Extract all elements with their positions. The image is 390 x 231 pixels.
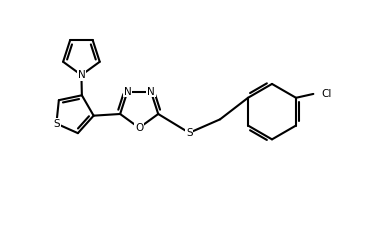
Text: S: S xyxy=(186,128,193,138)
Text: Cl: Cl xyxy=(322,89,332,99)
Text: N: N xyxy=(78,70,85,80)
Text: N: N xyxy=(124,87,131,97)
Text: S: S xyxy=(53,119,60,129)
Text: O: O xyxy=(135,123,143,133)
Text: N: N xyxy=(147,87,155,97)
